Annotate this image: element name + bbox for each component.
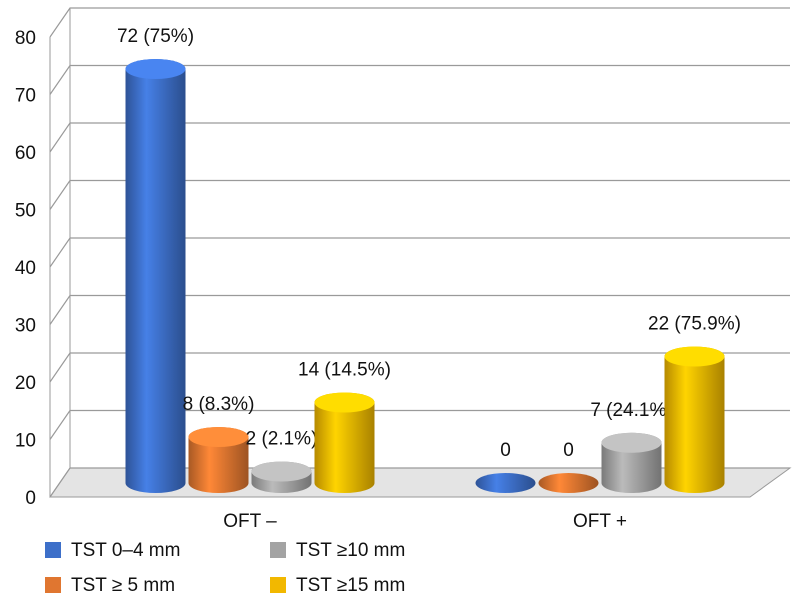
legend-swatch — [270, 542, 286, 558]
cylinder-top — [188, 427, 249, 447]
cylinder-top — [314, 392, 375, 413]
legend-swatch — [45, 577, 61, 593]
cylinder-top — [251, 461, 312, 482]
legend-label: TST 0–4 mm — [71, 540, 180, 561]
cylinder — [125, 59, 186, 493]
value-label: 2 (2.1%) — [246, 429, 318, 450]
y-tick-label: 60 — [15, 143, 36, 164]
cylinder — [314, 392, 375, 493]
cylinder-top — [125, 59, 186, 79]
grid-line — [49, 294, 790, 325]
cylinder — [538, 473, 599, 493]
grid-line — [49, 352, 790, 383]
y-tick-label: 30 — [15, 316, 36, 337]
legend-swatch — [270, 577, 286, 593]
x-tick-label: OFT – — [223, 511, 277, 532]
y-tick-label: 10 — [15, 431, 36, 452]
grid-line — [49, 467, 790, 498]
value-label: 0 — [563, 440, 574, 461]
legend-label: TST ≥15 mm — [296, 575, 405, 596]
y-tick-label: 0 — [25, 488, 36, 509]
legend-swatch — [45, 542, 61, 558]
value-label: 22 (75.9%) — [648, 314, 741, 335]
value-label: 0 — [500, 440, 511, 461]
grid-line — [49, 237, 790, 268]
value-label: 72 (75%) — [117, 26, 194, 47]
value-label: 8 (8.3%) — [183, 394, 255, 415]
y-tick-label: 70 — [15, 86, 36, 107]
grid-line — [49, 122, 790, 153]
y-tick-label: 40 — [15, 258, 36, 279]
cylinder-top — [601, 432, 662, 453]
y-tick-label: 80 — [15, 28, 36, 49]
cylinder — [664, 346, 725, 493]
grid-line — [49, 409, 790, 440]
legend-label: TST ≥ 5 mm — [71, 575, 175, 596]
grid-line — [49, 7, 790, 38]
cylinder-top — [664, 346, 725, 367]
grid-line — [49, 64, 790, 95]
legend-label: TST ≥10 mm — [296, 540, 405, 561]
grid-line — [49, 179, 790, 210]
cylinder — [475, 473, 536, 493]
y-tick-label: 20 — [15, 373, 36, 394]
y-tick-label: 50 — [15, 201, 36, 222]
x-tick-label: OFT + — [573, 511, 627, 532]
value-label: 7 (24.1%) — [590, 400, 672, 421]
value-label: 14 (14.5%) — [298, 360, 391, 381]
